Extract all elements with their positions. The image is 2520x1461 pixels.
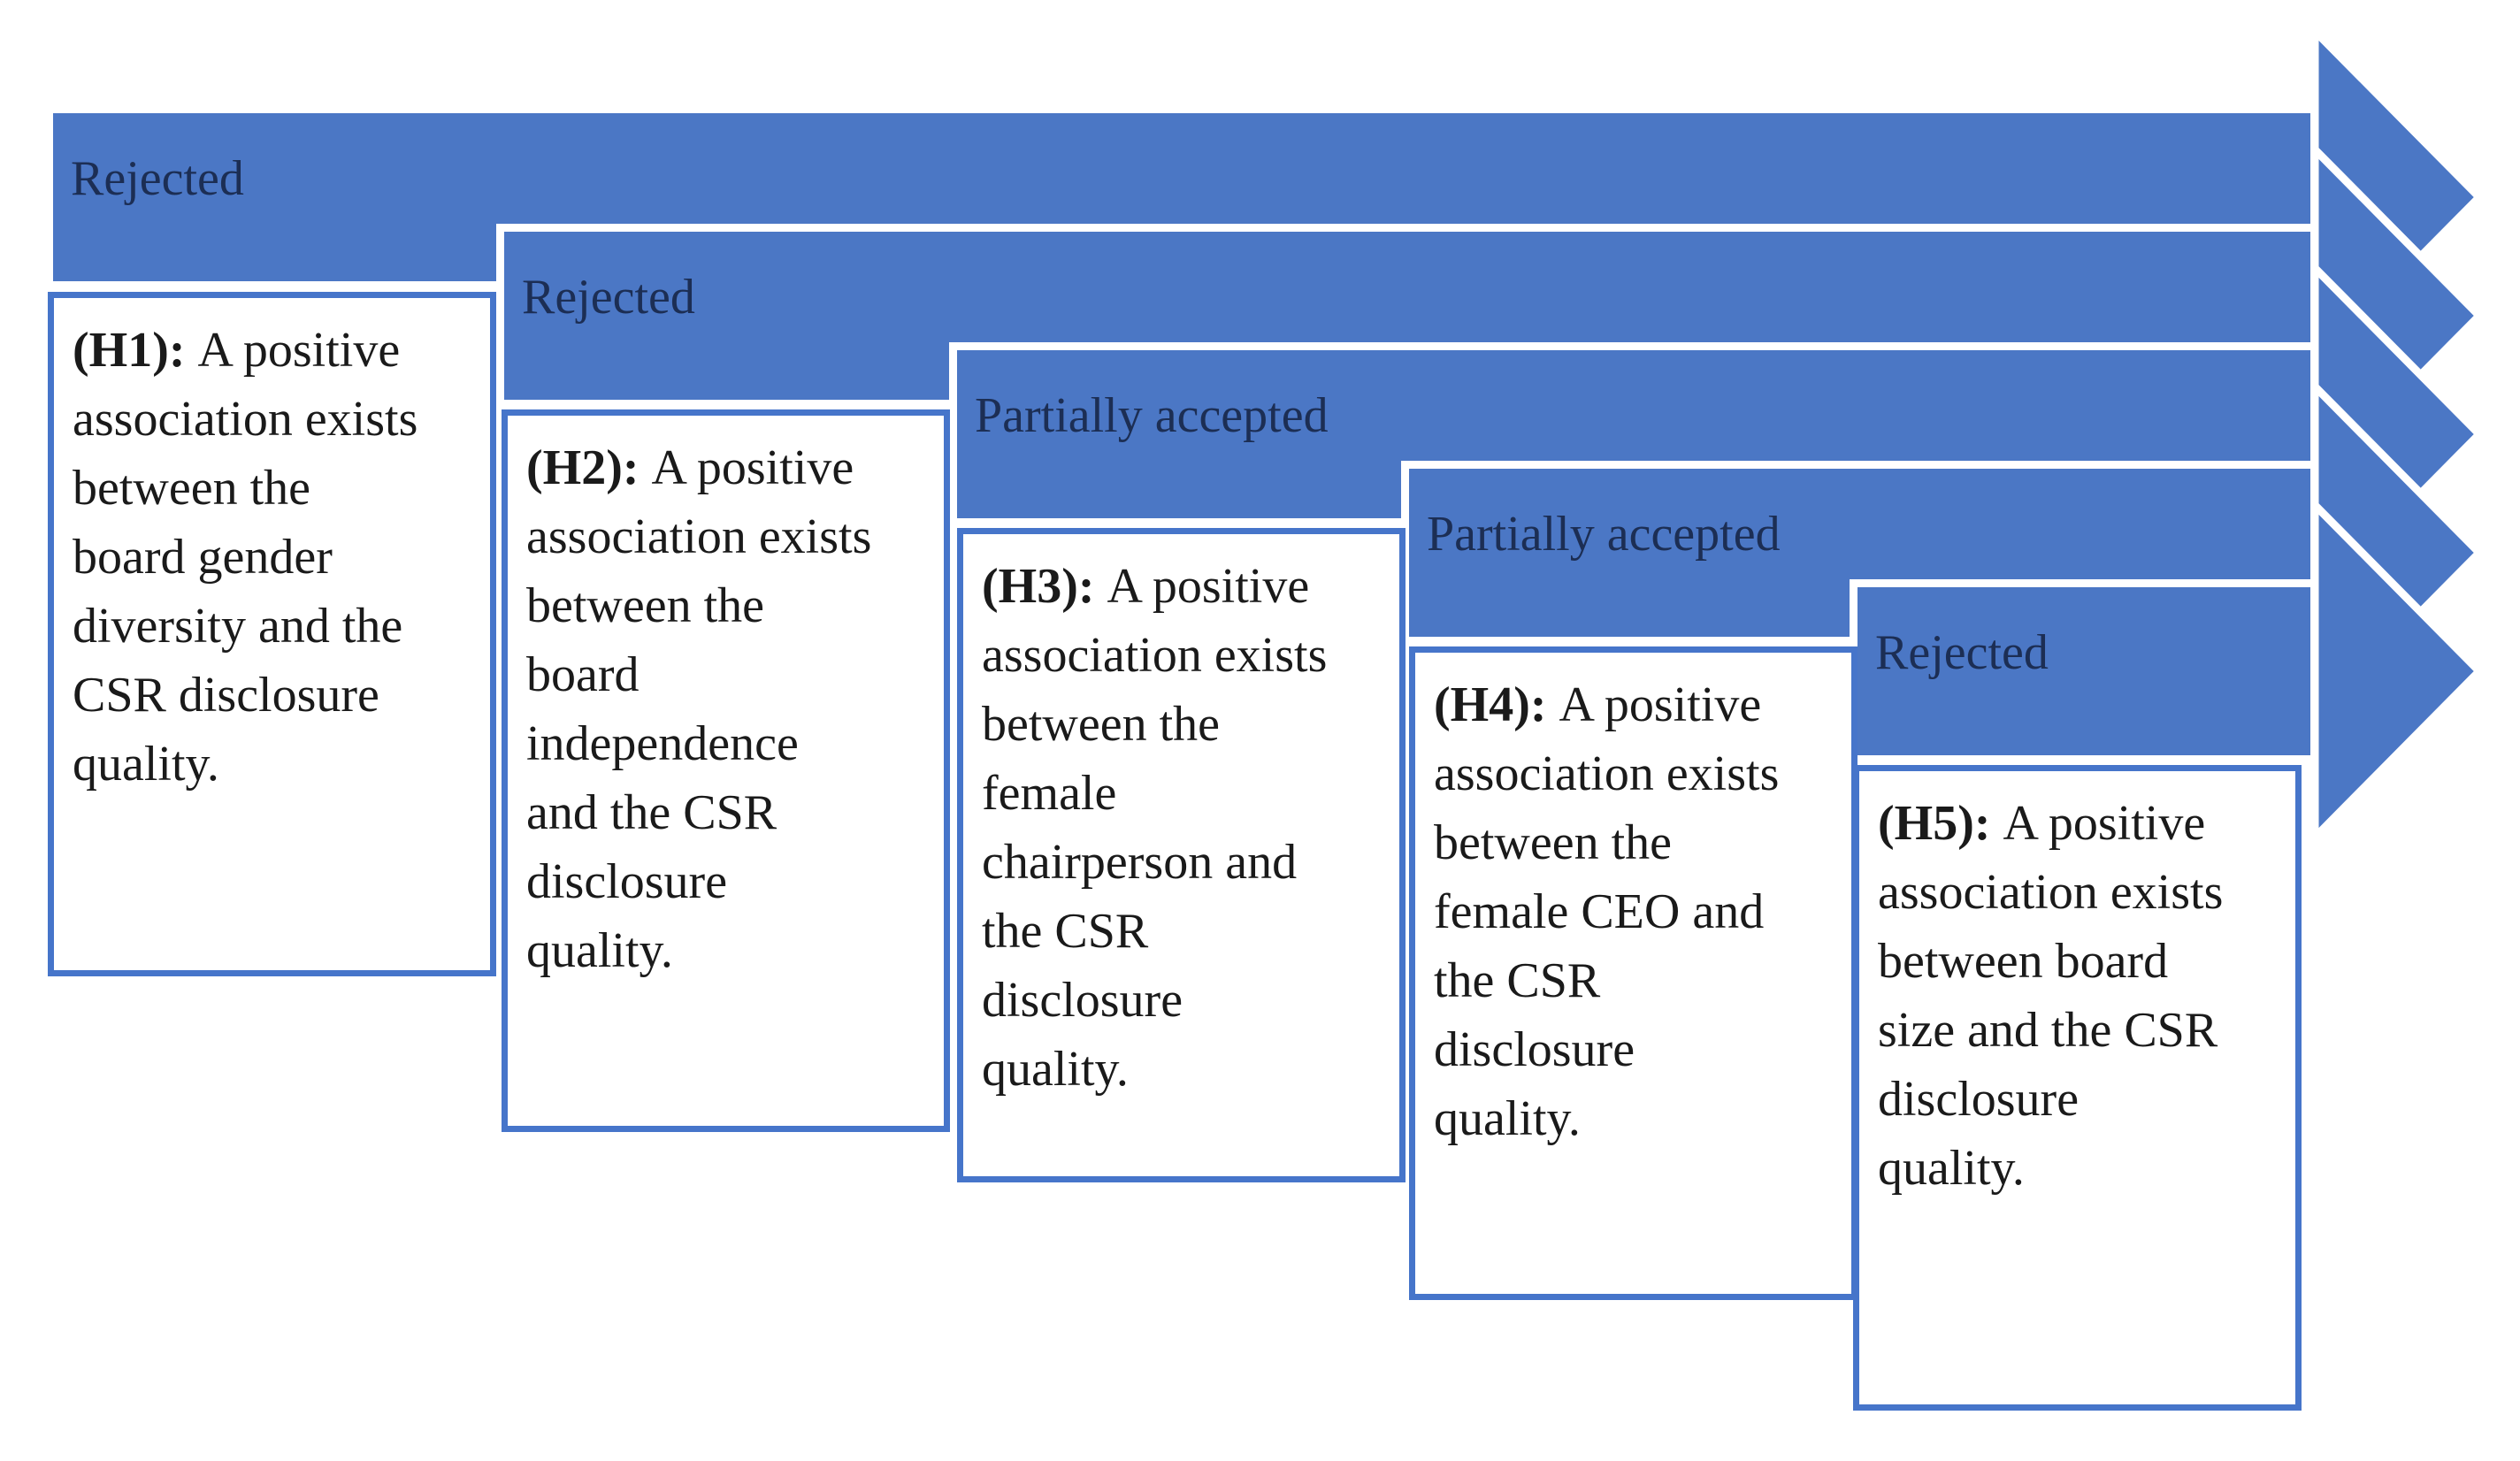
- verdict-label-h3: Partially accepted: [975, 388, 1329, 443]
- hypothesis-line: (H5): A positive: [1878, 789, 2283, 858]
- hypothesis-line-text: A positive: [197, 323, 401, 378]
- hypothesis-line-text: A positive: [1107, 559, 1310, 614]
- hypothesis-line: association exists: [982, 628, 1328, 683]
- hypothesis-text-h1: (H1): A positive association exists between…: [54, 298, 490, 799]
- hypothesis-line: disclosure: [1434, 1022, 1635, 1077]
- hypothesis-line: and the CSR: [526, 785, 777, 840]
- hypothesis-line: association exists: [1878, 865, 2224, 920]
- hypothesis-line: the CSR: [982, 904, 1149, 959]
- hypothesis-line: association exists: [73, 392, 418, 447]
- hypothesis-line: female: [982, 766, 1117, 821]
- hypothesis-line: association exists: [526, 509, 872, 564]
- hypothesis-tag-h4: (H4):: [1434, 677, 1547, 732]
- hypothesis-line: CSR disclosure: [73, 668, 379, 723]
- hypothesis-line: (H2): A positive: [526, 433, 931, 502]
- hypothesis-line-text: A positive: [651, 440, 854, 495]
- hypothesis-line: female CEO and: [1434, 884, 1765, 939]
- hypothesis-line: between board: [1878, 934, 2169, 989]
- arrow-bar-h5: Rejected: [1857, 587, 2310, 755]
- hypothesis-line: board gender: [73, 530, 333, 585]
- verdict-label-h2: Rejected: [522, 270, 695, 325]
- hypothesis-line-text: A positive: [1559, 677, 1762, 732]
- hypothesis-text-h5: (H5): A positive association exists between…: [1859, 771, 2295, 1203]
- verdict-label-h5: Rejected: [1875, 625, 2049, 680]
- hypothesis-line: between the: [73, 461, 310, 516]
- hypothesis-box-h2: (H2): A positive association exists between…: [502, 409, 950, 1132]
- hypothesis-line: quality.: [1878, 1141, 2025, 1196]
- hypothesis-tag-h2: (H2):: [526, 440, 640, 495]
- verdict-label-h1: Rejected: [71, 151, 244, 206]
- hypothesis-line: size and the CSR: [1878, 1003, 2218, 1058]
- hypothesis-line: between the: [1434, 815, 1672, 870]
- arrow-head-icon-h5: [2310, 499, 2484, 844]
- hypothesis-box-h4: (H4): A positive association exists between…: [1409, 646, 1857, 1300]
- hypothesis-line: diversity and the: [73, 599, 403, 654]
- hypothesis-line: quality.: [1434, 1091, 1581, 1146]
- hypothesis-line: quality.: [73, 737, 219, 792]
- hypothesis-line: chairperson and: [982, 835, 1298, 890]
- hypothesis-line: quality.: [982, 1042, 1129, 1097]
- hypothesis-line: (H1): A positive: [73, 316, 478, 385]
- hypothesis-line: board: [526, 647, 640, 702]
- hypothesis-text-h4: (H4): A positive association exists between…: [1415, 653, 1851, 1153]
- hypothesis-text-h2: (H2): A positive association exists between…: [508, 416, 944, 985]
- hypothesis-line: quality.: [526, 923, 673, 978]
- hypothesis-line-text: A positive: [2003, 796, 2206, 851]
- hypothesis-line: disclosure: [1878, 1072, 2080, 1127]
- hypothesis-text-h3: (H3): A positive association exists between…: [963, 534, 1399, 1104]
- hypothesis-line: independence: [526, 716, 799, 771]
- hypothesis-box-h5: (H5): A positive association exists between…: [1853, 765, 2302, 1411]
- hypothesis-line: (H3): A positive: [982, 552, 1387, 621]
- verdict-label-h4: Partially accepted: [1427, 507, 1781, 562]
- hypothesis-box-h3: (H3): A positive association exists between…: [957, 528, 1406, 1182]
- hypothesis-line: association exists: [1434, 746, 1780, 801]
- hypothesis-line: disclosure: [526, 854, 728, 909]
- hypothesis-line: the CSR: [1434, 953, 1601, 1008]
- hypothesis-tag-h1: (H1):: [73, 323, 186, 378]
- hypothesis-line: (H4): A positive: [1434, 670, 1839, 739]
- hypothesis-box-h1: (H1): A positive association exists between…: [48, 292, 496, 976]
- hypothesis-line: disclosure: [982, 973, 1183, 1028]
- hypothesis-tag-h5: (H5):: [1878, 796, 1991, 851]
- hypothesis-line: between the: [982, 697, 1220, 752]
- hypothesis-tag-h3: (H3):: [982, 559, 1095, 614]
- hypothesis-line: between the: [526, 578, 764, 633]
